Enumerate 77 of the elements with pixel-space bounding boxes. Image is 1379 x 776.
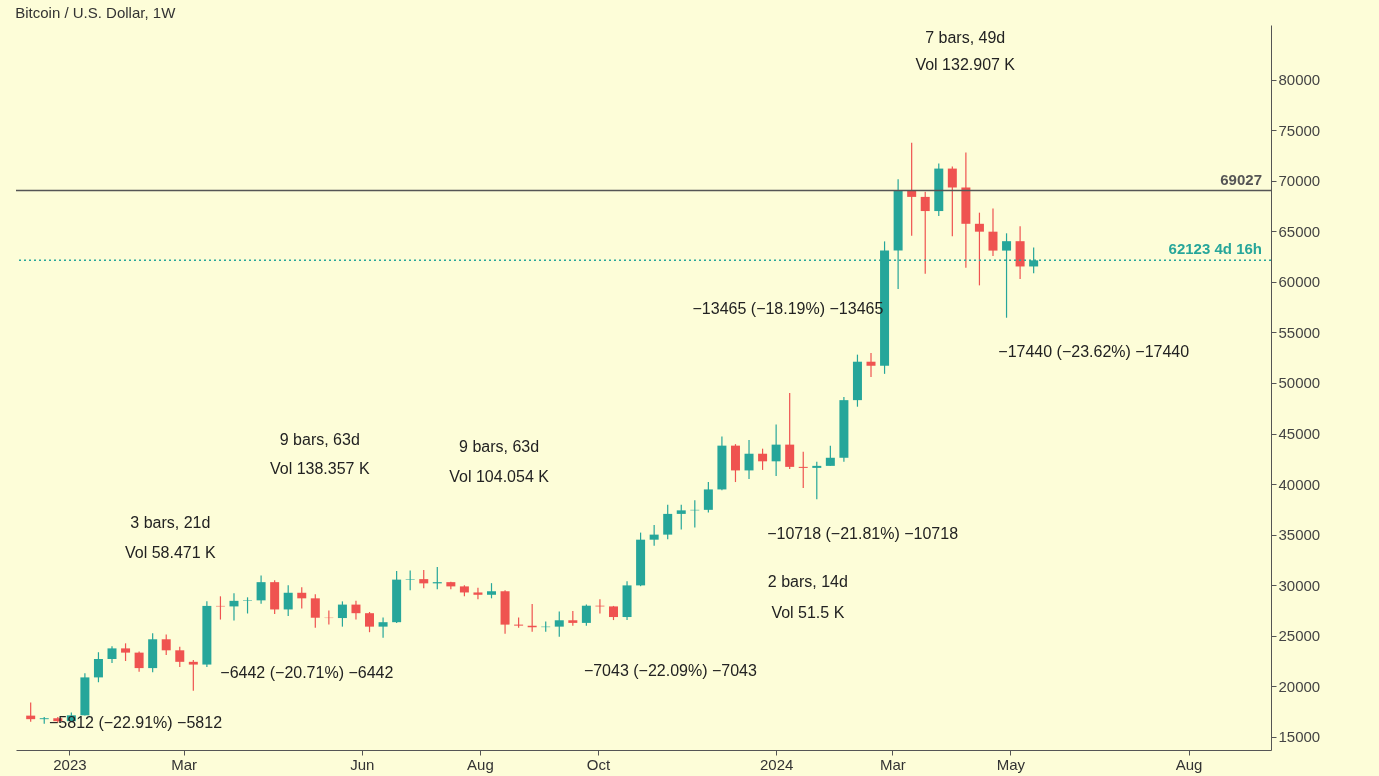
candlestick [378, 616, 388, 639]
y-tick-label: 35000 [1278, 526, 1321, 544]
candlestick [758, 448, 768, 471]
candlestick [405, 569, 415, 591]
candlestick [188, 659, 198, 692]
y-tick-label: 15000 [1278, 728, 1321, 746]
candlestick [771, 423, 781, 477]
candlestick [798, 451, 808, 489]
candlestick [175, 646, 185, 668]
y-tick-label: 30000 [1278, 576, 1321, 594]
y-tick-label: 40000 [1278, 475, 1321, 493]
candlestick [649, 524, 659, 547]
candlestick [365, 611, 375, 633]
candlestick [947, 165, 957, 237]
candlestick [297, 586, 307, 610]
annotation: Vol 138.357 K [269, 459, 370, 477]
candlestick [974, 212, 984, 286]
y-tick-label: 25000 [1278, 627, 1321, 645]
candlestick [283, 584, 293, 617]
candlestick [310, 593, 320, 629]
candlestick [812, 461, 822, 500]
annotation: Vol 132.907 K [915, 55, 1016, 73]
y-tick-label: 75000 [1278, 121, 1321, 139]
annotation: Vol 58.471 K [125, 543, 217, 561]
annotation: 2 bars, 14d [767, 573, 848, 591]
x-tick-label: Mar [171, 755, 198, 773]
y-tick-label: 50000 [1278, 374, 1321, 392]
x-tick-label: Aug [1175, 755, 1203, 773]
candlestick [93, 651, 103, 683]
y-tick-label: 45000 [1278, 425, 1321, 443]
candlestick [676, 504, 686, 531]
annotation: 3 bars, 21d [130, 513, 211, 531]
candlestick [785, 392, 795, 470]
candlestick [256, 574, 266, 605]
candlestick [825, 445, 835, 467]
annotation: −17440 (−23.62%) −17440 [998, 342, 1190, 360]
annotation: −10718 (−21.81%) −10718 [767, 524, 959, 542]
x-tick-label: Jun [350, 755, 375, 773]
candlestick [581, 603, 591, 627]
candlestick [554, 610, 564, 638]
annotation: −5812 (−22.91%) −5812 [49, 714, 223, 732]
x-tick-label: Mar [879, 755, 906, 773]
ref-line-label: 62123 4d 16h [1168, 240, 1262, 258]
x-tick-label: 2024 [759, 755, 794, 773]
annotation: 9 bars, 63d [459, 437, 540, 455]
annotation: −6442 (−20.71%) −6442 [220, 664, 394, 682]
candlestick [703, 481, 713, 513]
candlestick [988, 207, 998, 257]
candlestick [663, 504, 673, 540]
annotation: 7 bars, 49d [925, 29, 1006, 47]
y-tick-label: 60000 [1278, 273, 1321, 291]
candlestick [337, 600, 347, 628]
candlestick [907, 142, 917, 237]
annotation: Vol 104.054 K [449, 468, 550, 486]
candlestick [419, 569, 429, 589]
y-tick-label: 80000 [1278, 71, 1321, 89]
annotation: 9 bars, 63d [279, 431, 360, 449]
x-tick-label: Oct [586, 755, 611, 773]
x-tick-label: Aug [467, 755, 494, 773]
x-tick-label: May [996, 755, 1026, 773]
candlestick [351, 600, 361, 621]
chart-title: Bitcoin / U.S. Dollar, 1W [15, 4, 177, 21]
annotation: −7043 (−22.09%) −7043 [583, 662, 758, 680]
candlestick [134, 650, 144, 673]
candlestick [161, 633, 171, 656]
y-tick-label: 55000 [1278, 323, 1321, 341]
candlestick [744, 439, 754, 480]
candlestick [473, 587, 483, 600]
y-tick-label: 20000 [1278, 677, 1321, 695]
candlestick [920, 191, 930, 275]
candlestick [229, 592, 239, 622]
annotation: Vol 51.5 K [771, 603, 845, 621]
y-tick-label: 70000 [1278, 172, 1321, 190]
candlestick [866, 352, 876, 378]
x-tick-label: 2023 [53, 755, 87, 773]
y-tick-label: 65000 [1278, 222, 1321, 240]
ref-line-label: 69027 [1220, 170, 1262, 188]
